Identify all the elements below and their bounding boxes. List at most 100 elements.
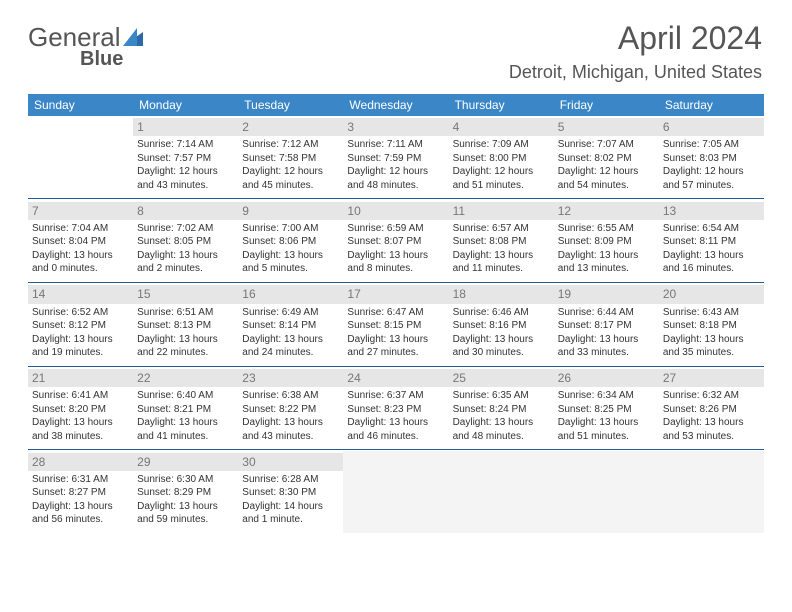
sunrise-text: Sunrise: 6:59 AM <box>347 222 444 236</box>
daylight-text: Daylight: 13 hours and 41 minutes. <box>137 416 234 443</box>
sunrise-text: Sunrise: 7:04 AM <box>32 222 129 236</box>
daylight-text: Daylight: 12 hours and 54 minutes. <box>558 165 655 192</box>
logo-icon <box>123 28 145 48</box>
calendar-cell: 15Sunrise: 6:51 AMSunset: 8:13 PMDayligh… <box>133 283 238 366</box>
calendar-cell: 27Sunrise: 6:32 AMSunset: 8:26 PMDayligh… <box>659 367 764 450</box>
day-number: 25 <box>449 369 554 387</box>
sunset-text: Sunset: 7:58 PM <box>242 152 339 166</box>
day-number: 13 <box>659 202 764 220</box>
sunset-text: Sunset: 8:26 PM <box>663 403 760 417</box>
calendar-cell: 6Sunrise: 7:05 AMSunset: 8:03 PMDaylight… <box>659 116 764 199</box>
day-number: 8 <box>133 202 238 220</box>
calendar-cell <box>554 451 659 533</box>
daylight-text: Daylight: 13 hours and 35 minutes. <box>663 333 760 360</box>
logo-text-blue: Blue <box>80 48 123 71</box>
calendar-cell: 28Sunrise: 6:31 AMSunset: 8:27 PMDayligh… <box>28 451 133 533</box>
calendar-cell <box>659 451 764 533</box>
calendar-table: SundayMondayTuesdayWednesdayThursdayFrid… <box>28 94 764 533</box>
daylight-text: Daylight: 13 hours and 43 minutes. <box>242 416 339 443</box>
day-number: 28 <box>28 453 133 471</box>
calendar-cell: 8 Sunrise: 7:02 AMSunset: 8:05 PMDaylight… <box>133 200 238 283</box>
day-number: 23 <box>238 369 343 387</box>
sunset-text: Sunset: 8:16 PM <box>453 319 550 333</box>
calendar-week-row: 21Sunrise: 6:41 AMSunset: 8:20 PMDayligh… <box>28 367 764 450</box>
calendar-cell: 11Sunrise: 6:57 AMSunset: 8:08 PMDayligh… <box>449 200 554 283</box>
day-number: 20 <box>659 285 764 303</box>
day-number: 4 <box>449 118 554 136</box>
sunset-text: Sunset: 8:08 PM <box>453 235 550 249</box>
sunset-text: Sunset: 8:14 PM <box>242 319 339 333</box>
sunrise-text: Sunrise: 7:05 AM <box>663 138 760 152</box>
calendar-cell: 2Sunrise: 7:12 AMSunset: 7:58 PMDaylight… <box>238 116 343 199</box>
sunset-text: Sunset: 8:22 PM <box>242 403 339 417</box>
daylight-text: Daylight: 13 hours and 2 minutes. <box>137 249 234 276</box>
day-number: 15 <box>133 285 238 303</box>
day-number: 19 <box>554 285 659 303</box>
daylight-text: Daylight: 12 hours and 43 minutes. <box>137 165 234 192</box>
daylight-text: Daylight: 13 hours and 56 minutes. <box>32 500 129 527</box>
day-number: 21 <box>28 369 133 387</box>
sunset-text: Sunset: 8:13 PM <box>137 319 234 333</box>
sunset-text: Sunset: 8:04 PM <box>32 235 129 249</box>
sunset-text: Sunset: 8:24 PM <box>453 403 550 417</box>
day-number: 22 <box>133 369 238 387</box>
sunrise-text: Sunrise: 6:46 AM <box>453 306 550 320</box>
daylight-text: Daylight: 13 hours and 53 minutes. <box>663 416 760 443</box>
sunset-text: Sunset: 8:15 PM <box>347 319 444 333</box>
day-number: 10 <box>343 202 448 220</box>
calendar-cell: 12Sunrise: 6:55 AMSunset: 8:09 PMDayligh… <box>554 200 659 283</box>
sunrise-text: Sunrise: 7:11 AM <box>347 138 444 152</box>
sunset-text: Sunset: 7:59 PM <box>347 152 444 166</box>
sunrise-text: Sunrise: 6:52 AM <box>32 306 129 320</box>
sunset-text: Sunset: 8:06 PM <box>242 235 339 249</box>
daylight-text: Daylight: 12 hours and 48 minutes. <box>347 165 444 192</box>
calendar-cell: 20Sunrise: 6:43 AMSunset: 8:18 PMDayligh… <box>659 283 764 366</box>
sunrise-text: Sunrise: 6:51 AM <box>137 306 234 320</box>
sunrise-text: Sunrise: 6:43 AM <box>663 306 760 320</box>
daylight-text: Daylight: 13 hours and 48 minutes. <box>453 416 550 443</box>
calendar-cell: 3Sunrise: 7:11 AMSunset: 7:59 PMDaylight… <box>343 116 448 199</box>
sunset-text: Sunset: 8:11 PM <box>663 235 760 249</box>
calendar-cell: 4Sunrise: 7:09 AMSunset: 8:00 PMDaylight… <box>449 116 554 199</box>
calendar-cell: 21Sunrise: 6:41 AMSunset: 8:20 PMDayligh… <box>28 367 133 450</box>
day-number: 24 <box>343 369 448 387</box>
sunrise-text: Sunrise: 6:30 AM <box>137 473 234 487</box>
sunset-text: Sunset: 8:09 PM <box>558 235 655 249</box>
day-number: 2 <box>238 118 343 136</box>
day-number: 6 <box>659 118 764 136</box>
calendar-cell: 30Sunrise: 6:28 AMSunset: 8:30 PMDayligh… <box>238 451 343 533</box>
sunrise-text: Sunrise: 6:47 AM <box>347 306 444 320</box>
sunrise-text: Sunrise: 7:02 AM <box>137 222 234 236</box>
daylight-text: Daylight: 13 hours and 24 minutes. <box>242 333 339 360</box>
sunrise-text: Sunrise: 6:55 AM <box>558 222 655 236</box>
daylight-text: Daylight: 13 hours and 5 minutes. <box>242 249 339 276</box>
day-header: Wednesday <box>343 94 448 116</box>
sunrise-text: Sunrise: 6:41 AM <box>32 389 129 403</box>
sunset-text: Sunset: 8:05 PM <box>137 235 234 249</box>
calendar-cell <box>449 451 554 533</box>
calendar-cell: 26Sunrise: 6:34 AMSunset: 8:25 PMDayligh… <box>554 367 659 450</box>
sunrise-text: Sunrise: 6:28 AM <box>242 473 339 487</box>
calendar-cell: 9Sunrise: 7:00 AMSunset: 8:06 PMDaylight… <box>238 200 343 283</box>
sunset-text: Sunset: 8:29 PM <box>137 486 234 500</box>
sunrise-text: Sunrise: 7:07 AM <box>558 138 655 152</box>
calendar-week-row: 14Sunrise: 6:52 AMSunset: 8:12 PMDayligh… <box>28 283 764 366</box>
sunset-text: Sunset: 7:57 PM <box>137 152 234 166</box>
daylight-text: Daylight: 13 hours and 30 minutes. <box>453 333 550 360</box>
daylight-text: Daylight: 13 hours and 38 minutes. <box>32 416 129 443</box>
daylight-text: Daylight: 13 hours and 59 minutes. <box>137 500 234 527</box>
day-header: Tuesday <box>238 94 343 116</box>
page-title: April 2024 <box>618 20 762 57</box>
sunset-text: Sunset: 8:02 PM <box>558 152 655 166</box>
daylight-text: Daylight: 13 hours and 16 minutes. <box>663 249 760 276</box>
sunset-text: Sunset: 8:00 PM <box>453 152 550 166</box>
sunrise-text: Sunrise: 6:31 AM <box>32 473 129 487</box>
calendar-cell: 24Sunrise: 6:37 AMSunset: 8:23 PMDayligh… <box>343 367 448 450</box>
calendar-cell: 29Sunrise: 6:30 AMSunset: 8:29 PMDayligh… <box>133 451 238 533</box>
daylight-text: Daylight: 13 hours and 11 minutes. <box>453 249 550 276</box>
daylight-text: Daylight: 13 hours and 19 minutes. <box>32 333 129 360</box>
calendar-cell: 16Sunrise: 6:49 AMSunset: 8:14 PMDayligh… <box>238 283 343 366</box>
day-number: 7 <box>28 202 133 220</box>
day-header: Friday <box>554 94 659 116</box>
day-header: Monday <box>133 94 238 116</box>
